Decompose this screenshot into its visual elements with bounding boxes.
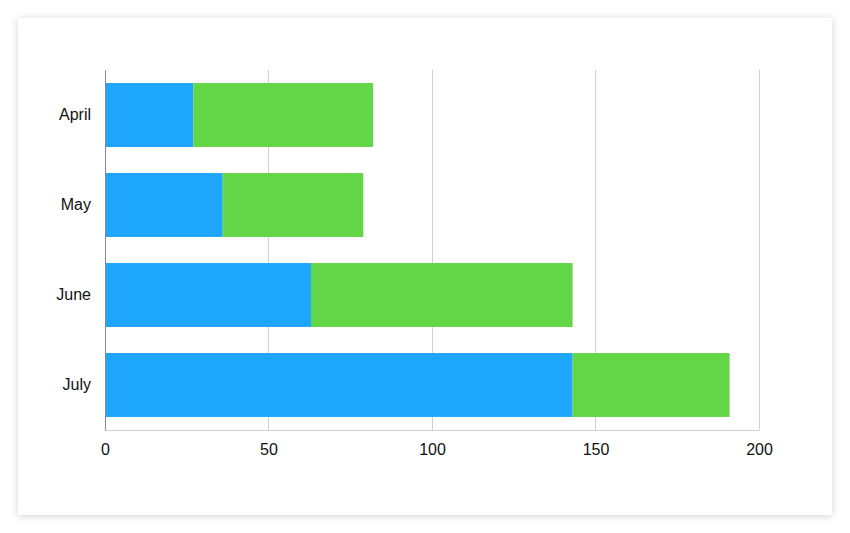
y-tick: July [63, 376, 105, 393]
grid [105, 70, 759, 430]
bar-segment [193, 83, 373, 147]
x-tick: 0 [101, 430, 110, 458]
x-tick: 100 [419, 430, 446, 458]
y-axis: April May June July [56, 71, 105, 431]
x-tick: 50 [260, 430, 278, 458]
y-tick-label: May [61, 196, 91, 213]
plot: 0 50 100 150 200 April May June July [56, 70, 773, 458]
grid-line [105, 70, 106, 430]
bar-segment [105, 353, 573, 417]
chart-svg: 0 50 100 150 200 April May June July [0, 0, 850, 533]
y-tick-label: June [56, 286, 91, 303]
bar-segment [573, 353, 730, 417]
y-tick-label: April [59, 106, 91, 123]
x-tick-label: 50 [260, 441, 278, 458]
y-axis-line [105, 71, 106, 431]
x-axis: 0 50 100 150 200 [101, 430, 773, 458]
bar-segment [311, 263, 573, 327]
y-tick-label: July [63, 376, 91, 393]
x-tick: 150 [583, 430, 610, 458]
y-tick: June [56, 286, 105, 303]
x-tick-label: 0 [101, 441, 110, 458]
x-tick-label: 100 [419, 441, 446, 458]
y-tick: May [61, 196, 105, 213]
bar-segment [223, 173, 364, 237]
grid-line [759, 70, 760, 430]
x-tick: 200 [746, 430, 773, 458]
bar-segment [105, 263, 311, 327]
bar-segment [105, 83, 193, 147]
chart-container: 0 50 100 150 200 April May June July [0, 0, 850, 533]
x-tick-label: 150 [583, 441, 610, 458]
bars [105, 83, 730, 417]
bar-segment [105, 173, 223, 237]
x-axis-line [106, 430, 760, 431]
x-tick-label: 200 [746, 441, 773, 458]
y-tick: April [59, 106, 105, 123]
